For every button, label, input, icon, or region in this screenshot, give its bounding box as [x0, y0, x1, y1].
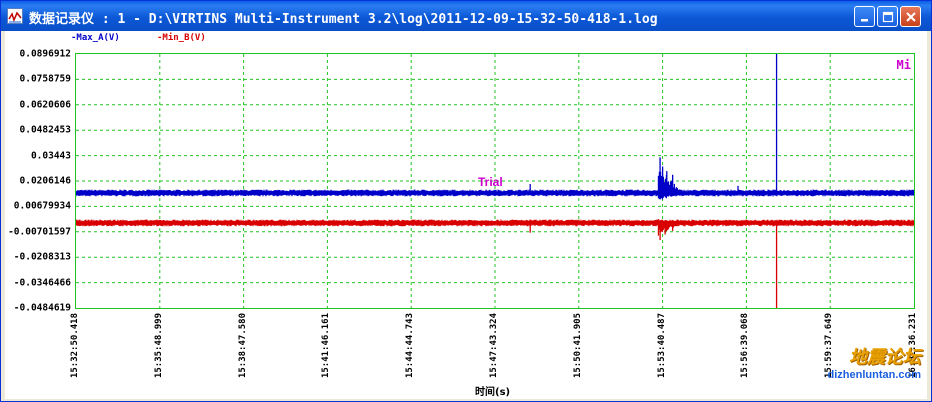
y-tick-label: 0.0758759: [19, 73, 71, 85]
y-tick-label: 0.0896912: [19, 48, 71, 60]
plot-marker: Mi: [896, 58, 911, 72]
series-line-a: [76, 189, 914, 197]
y-tick-label: 0.0620606: [19, 99, 71, 111]
minimize-icon: [860, 18, 868, 21]
close-button[interactable]: [900, 6, 921, 27]
x-axis-label: 时间(s): [475, 387, 511, 398]
y-tick-label: 0.00679934: [13, 200, 71, 212]
x-tick-label: 15:56:39.068: [740, 313, 751, 379]
minimize-button[interactable]: [854, 6, 875, 27]
plot-canvas[interactable]: [76, 54, 914, 308]
legend-series-a[interactable]: -Max_A(V): [71, 33, 120, 43]
x-tick-label: 15:35:48.999: [153, 313, 164, 379]
close-icon: [905, 11, 916, 22]
watermark-logo: 地震论坛: [849, 347, 921, 368]
trial-annotation: Trial: [478, 175, 503, 189]
x-tick-label: 15:53:40.487: [656, 313, 667, 379]
legend-series-b[interactable]: -Min_B(V): [157, 33, 206, 43]
y-tick-label: -0.00701597: [8, 226, 71, 238]
watermark-url: dizhenluntan.com: [827, 369, 922, 381]
window-title: 数据记录仪 : 1 - D:\VIRTINS Multi-Instrument …: [29, 12, 658, 27]
x-tick-label: 15:47:43.324: [489, 313, 499, 379]
series-b-burst: [657, 219, 684, 236]
y-tick-label: -0.0346466: [13, 277, 71, 289]
y-tick-label: 0.03443: [30, 150, 71, 162]
series-line-b: [76, 219, 914, 227]
x-tick-label: 15:50:41.905: [572, 313, 583, 379]
x-tick-label: 15:38:47.580: [237, 313, 248, 379]
x-tick-label: 15:32:50.418: [70, 313, 80, 379]
y-tick-label: -0.0484619: [13, 302, 71, 314]
app-icon: [7, 8, 23, 24]
x-tick-label: 15:44:44.743: [405, 313, 416, 379]
x-tick-label: 15:41:46.161: [321, 313, 332, 379]
maximize-button[interactable]: [877, 6, 898, 27]
plot-area[interactable]: Mi Trial: [75, 53, 915, 309]
title-bar[interactable]: 数据记录仪 : 1 - D:\VIRTINS Multi-Instrument …: [1, 1, 931, 31]
y-tick-label: -0.0208313: [13, 251, 71, 263]
maximize-icon: [882, 11, 893, 22]
y-tick-label: 0.0206146: [19, 175, 71, 187]
series-a-burst: [657, 171, 684, 200]
chart-area: -Max_A(V) -Min_B(V) 0.0896912 0.0758759 0.…: [5, 31, 927, 399]
y-tick-label: 0.0482453: [19, 124, 71, 136]
